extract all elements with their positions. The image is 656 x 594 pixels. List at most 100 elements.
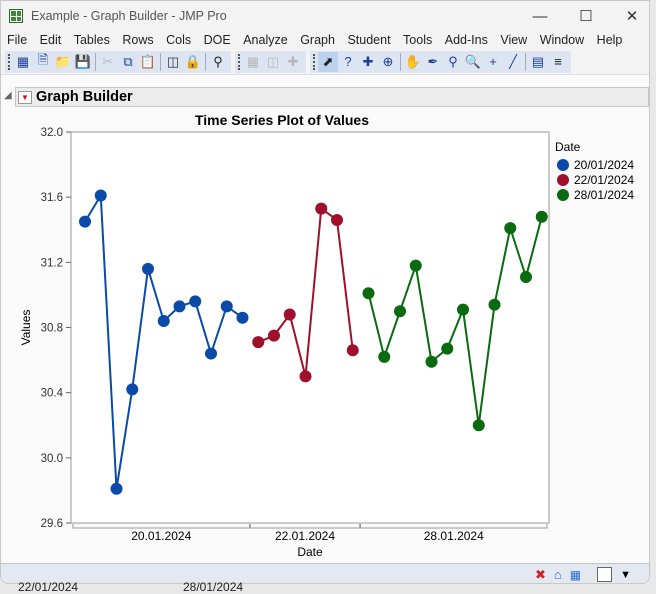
open-folder-icon[interactable]: 📁: [54, 53, 72, 69]
copy-icon[interactable]: ⧉: [123, 53, 133, 69]
data-point: [315, 202, 328, 215]
jmp-window: Example - Graph Builder - JMP Pro — ☐ ✕ …: [0, 0, 650, 584]
series-line: [367, 216, 543, 426]
annotate-tool-icon[interactable]: ▤: [531, 53, 545, 69]
crosshair-tool-icon[interactable]: ⊕: [382, 53, 394, 69]
data-point: [252, 336, 265, 349]
new-data-table-icon[interactable]: ▦: [16, 53, 30, 69]
window-title: Example - Graph Builder - JMP Pro: [31, 9, 227, 23]
graph-builder-header: ▼ Graph Builder: [15, 87, 649, 107]
data-point: [110, 482, 123, 495]
menu-doe[interactable]: DOE: [203, 33, 231, 47]
brush-tool-icon[interactable]: ✒: [427, 53, 439, 69]
magnifier-tool-icon[interactable]: 🔍: [464, 53, 482, 69]
data-point: [205, 347, 217, 360]
data-point: [331, 213, 343, 226]
data-point: [220, 300, 233, 313]
time-series-chart: Time Series Plot of Values 29.6 30.0 30.4 30…: [19, 112, 634, 559]
data-point: [378, 350, 391, 363]
menu-tables[interactable]: Tables: [73, 33, 110, 47]
menu-graph[interactable]: Graph: [300, 33, 335, 47]
data-point: [268, 329, 280, 342]
toolbar-options-icon[interactable]: ≡: [554, 54, 562, 69]
data-point: [394, 305, 406, 318]
lock-icon[interactable]: 🔒: [184, 53, 202, 69]
home-icon[interactable]: ⌂: [553, 567, 562, 582]
close-button[interactable]: ✕: [625, 8, 639, 25]
menu-edit[interactable]: Edit: [39, 33, 62, 47]
menu-cols[interactable]: Cols: [166, 33, 192, 47]
legend-marker: [557, 174, 569, 186]
y-tick-label: 31.2: [41, 257, 63, 269]
data-point: [472, 419, 485, 432]
arrow-tool-icon[interactable]: ⬈: [318, 51, 338, 72]
table-icon[interactable]: ▦: [246, 53, 260, 69]
help-tool-icon[interactable]: ?: [344, 54, 352, 69]
hand-tool-icon[interactable]: ✋: [404, 53, 422, 69]
toolbar: ▦ 🗎 📁 💾 ✂ ⧉ 📋 ◫ 🔒 ⚲ ▦ ◫ ✚ ⬈ ? ✚ ⊕ ✋ ✒ ⚲ …: [1, 49, 649, 75]
data-point: [441, 342, 454, 355]
group-bracket: [249, 524, 361, 529]
settings-icon[interactable]: ◫: [166, 53, 180, 69]
minimize-button[interactable]: —: [532, 7, 548, 25]
legend-title: Date: [555, 140, 581, 154]
y-tick-label: 30.8: [41, 323, 63, 335]
group-bracket: [360, 524, 548, 529]
add-icon[interactable]: ✚: [287, 53, 299, 69]
chart-title: Time Series Plot of Values: [195, 112, 369, 128]
paste-icon[interactable]: 📋: [139, 53, 157, 69]
menu-tools[interactable]: Tools: [403, 33, 433, 47]
menu-analyze[interactable]: Analyze: [243, 33, 288, 47]
cut-icon[interactable]: ✂: [102, 53, 114, 69]
data-point: [236, 311, 249, 324]
data-point: [299, 370, 312, 383]
new-script-icon[interactable]: 🗎: [37, 51, 49, 67]
data-point: [425, 355, 438, 368]
data-point: [283, 308, 296, 321]
group-label: 20.01.2024: [131, 529, 191, 543]
x-axis-label: Date: [297, 545, 323, 559]
menu-student[interactable]: Student: [347, 33, 391, 47]
data-point: [457, 303, 469, 316]
group-label: 28.01.2024: [424, 529, 484, 543]
menu-view[interactable]: View: [500, 33, 528, 47]
data-point: [535, 210, 548, 223]
disclosure-icon[interactable]: ◢: [4, 90, 12, 101]
legend-marker: [557, 189, 569, 201]
menu-add-ins[interactable]: Add-Ins: [444, 33, 488, 47]
data-point: [173, 300, 186, 313]
group-label: 22.01.2024: [275, 529, 335, 543]
dropdown-icon[interactable]: ▼: [620, 568, 631, 581]
search-icon[interactable]: ⚲: [213, 53, 223, 69]
stop-icon[interactable]: ✖: [535, 566, 546, 582]
selection-tool-icon[interactable]: ✚: [362, 53, 374, 69]
menu-help[interactable]: Help: [596, 33, 623, 47]
columns-icon[interactable]: ◫: [266, 53, 280, 69]
data-point: [504, 222, 517, 235]
report-title: Graph Builder: [36, 89, 133, 105]
background-cell: 28/01/2024: [183, 580, 244, 594]
status-bar: ✖ ⌂ ▦ ▼: [1, 563, 649, 583]
menu-file[interactable]: File: [7, 33, 28, 47]
crosshairs-icon[interactable]: +: [489, 54, 497, 69]
lasso-tool-icon[interactable]: ⚲: [448, 53, 458, 69]
data-point: [409, 259, 422, 272]
red-triangle-menu-icon[interactable]: ▼: [18, 90, 32, 104]
data-point: [126, 383, 139, 396]
data-point: [142, 262, 154, 275]
window-list-box[interactable]: [597, 567, 613, 582]
data-point: [189, 295, 202, 308]
line-tool-icon[interactable]: ╱: [509, 53, 517, 69]
background-cell: 22/01/2024: [18, 580, 79, 594]
menu-rows[interactable]: Rows: [122, 33, 154, 47]
legend-entry: 22/01/2024: [574, 173, 634, 187]
y-axis-label: Values: [19, 310, 33, 346]
jmp-app-icon: [9, 9, 23, 23]
menu-window[interactable]: Window: [539, 33, 585, 47]
save-icon[interactable]: 💾: [74, 53, 92, 69]
data-point: [157, 314, 170, 327]
data-table-icon[interactable]: ▦: [569, 567, 582, 582]
menu-bar: File Edit Tables Rows Cols DOE Analyze Graph Stu…: [1, 31, 649, 49]
maximize-button[interactable]: ☐: [579, 8, 593, 25]
data-point: [346, 344, 359, 357]
